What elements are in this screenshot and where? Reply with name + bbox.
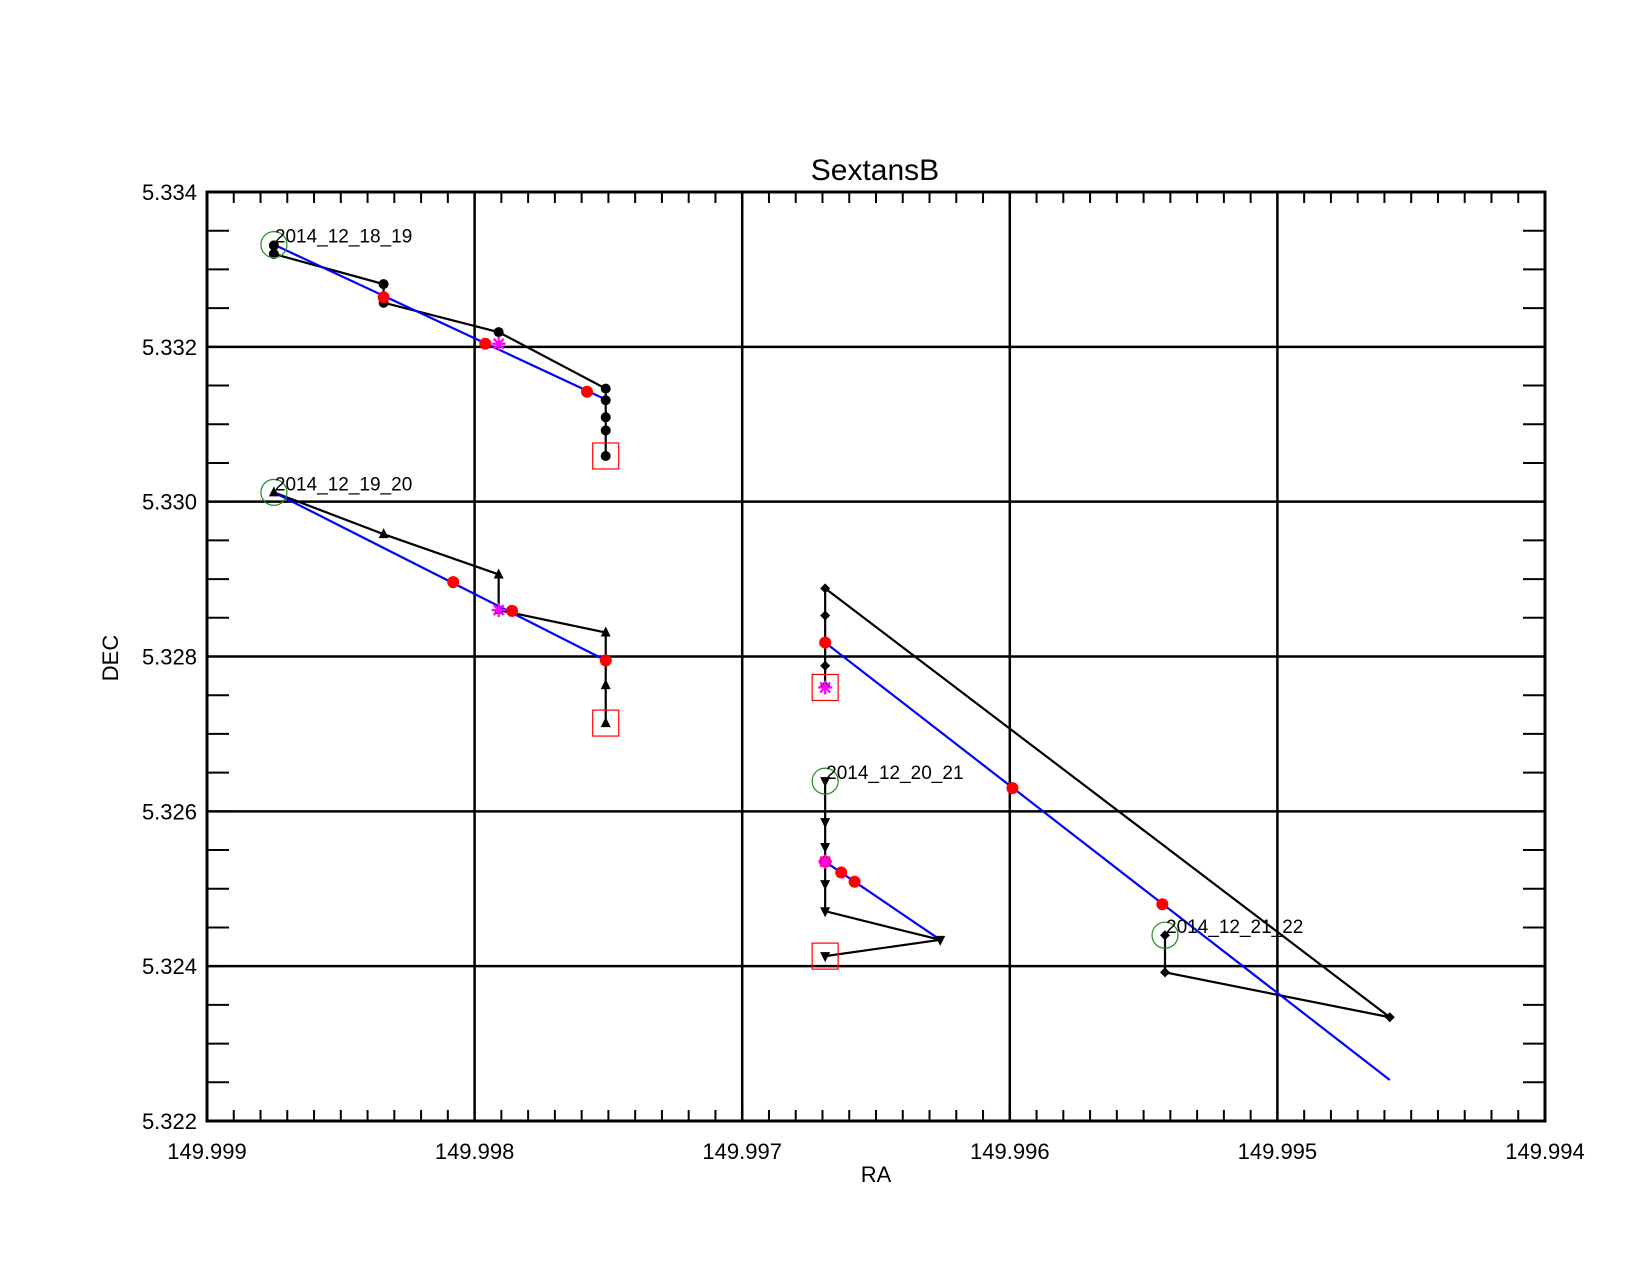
series-label: 2014_12_21_22 bbox=[1166, 917, 1303, 938]
series-layer: 2014_12_18_19 2014_12_19_20 2014_12_20_21 2… bbox=[260, 227, 1395, 1081]
y-tick-label: 5.326 bbox=[142, 799, 197, 824]
diamond-marker bbox=[1160, 930, 1171, 941]
mean-asterisk bbox=[491, 336, 506, 351]
track-line bbox=[272, 245, 607, 456]
axis-tick-labels: 149.999 149.998 149.997 149.996 149.995 149.9… bbox=[142, 180, 1585, 1164]
fit-line bbox=[273, 491, 607, 662]
x-tick-label: 149.998 bbox=[435, 1139, 515, 1164]
track-line bbox=[824, 586, 1391, 1019]
diamond-marker bbox=[1160, 967, 1171, 978]
diamond-marker bbox=[820, 610, 831, 621]
fit-point bbox=[819, 636, 832, 649]
triangle-down-marker bbox=[820, 777, 831, 788]
y-tick-label: 5.334 bbox=[142, 180, 197, 205]
fit-line bbox=[824, 641, 1391, 1081]
diamond-marker bbox=[1384, 1012, 1395, 1023]
fit-point bbox=[479, 337, 492, 350]
asterisk-stroke bbox=[492, 604, 505, 616]
triangle-up-marker bbox=[600, 626, 611, 637]
triangle-up-marker bbox=[268, 486, 279, 497]
fit-point bbox=[1156, 898, 1169, 911]
series-2014_12_20_21: 2014_12_20_21 bbox=[811, 763, 964, 970]
fit-point bbox=[447, 576, 460, 589]
y-tick-label: 5.328 bbox=[142, 645, 197, 670]
track-line bbox=[273, 491, 607, 724]
series-2014_12_18_19: 2014_12_18_19 bbox=[260, 227, 620, 470]
y-tick-label: 5.332 bbox=[142, 335, 197, 360]
series-2014_12_21_22: 2014_12_21_22 bbox=[811, 583, 1395, 1081]
grid-lines bbox=[207, 192, 1545, 1121]
fit-point bbox=[848, 875, 861, 888]
x-axis-label: RA bbox=[861, 1162, 892, 1187]
fit-point bbox=[580, 385, 593, 398]
diamond-marker bbox=[820, 660, 831, 671]
circle-marker bbox=[600, 412, 611, 423]
triangle-down-marker bbox=[820, 818, 831, 829]
start-circle bbox=[260, 231, 288, 259]
circle-marker bbox=[493, 327, 504, 338]
triangle-up-marker bbox=[378, 528, 389, 539]
mean-asterisk bbox=[491, 603, 506, 618]
end-box bbox=[811, 673, 839, 702]
circle-marker bbox=[600, 395, 611, 406]
mean-asterisk bbox=[818, 680, 833, 695]
x-tick-label: 149.995 bbox=[1238, 1139, 1318, 1164]
series-2014_12_19_20: 2014_12_19_20 bbox=[260, 474, 620, 737]
start-circle bbox=[811, 767, 839, 795]
triangle-down-marker bbox=[820, 907, 831, 918]
series-label: 2014_12_20_21 bbox=[826, 763, 963, 784]
mean-asterisk bbox=[818, 854, 833, 869]
axis-ticks bbox=[206, 191, 1546, 1122]
asterisk-stroke bbox=[819, 681, 831, 694]
y-tick-label: 5.322 bbox=[142, 1109, 197, 1134]
x-tick-label: 149.994 bbox=[1505, 1139, 1585, 1164]
start-circle bbox=[260, 478, 288, 506]
fit-point bbox=[835, 866, 848, 879]
triangle-down-marker bbox=[820, 842, 831, 853]
end-box bbox=[811, 942, 839, 970]
y-axis-label: DEC bbox=[98, 635, 123, 682]
fit-line bbox=[273, 243, 607, 401]
triangle-down-marker bbox=[935, 935, 946, 946]
series-label: 2014_12_18_19 bbox=[275, 227, 412, 248]
x-tick-label: 149.996 bbox=[970, 1139, 1050, 1164]
triangle-up-marker bbox=[600, 717, 611, 728]
chart-title: SextansB bbox=[811, 154, 939, 187]
diamond-marker bbox=[820, 583, 831, 594]
y-tick-label: 5.324 bbox=[142, 954, 197, 979]
asterisk-stroke bbox=[492, 337, 505, 350]
circle-marker bbox=[378, 279, 389, 290]
start-circle bbox=[1151, 921, 1179, 949]
circle-marker bbox=[268, 248, 279, 259]
triangle-down-marker bbox=[820, 880, 831, 891]
circle-marker bbox=[600, 383, 611, 394]
triangle-up-marker bbox=[600, 679, 611, 690]
x-tick-label: 149.997 bbox=[702, 1139, 782, 1164]
x-tick-label: 149.999 bbox=[167, 1139, 247, 1164]
series-label: 2014_12_19_20 bbox=[275, 474, 412, 495]
end-box bbox=[592, 442, 620, 470]
fit-point bbox=[599, 654, 612, 667]
triangle-down-marker bbox=[820, 952, 831, 963]
circle-marker bbox=[600, 425, 611, 436]
y-tick-label: 5.330 bbox=[142, 490, 197, 515]
asterisk-stroke bbox=[819, 855, 831, 868]
end-box bbox=[592, 709, 620, 737]
fit-point bbox=[377, 291, 390, 304]
fit-point bbox=[1006, 782, 1019, 795]
triangle-up-marker bbox=[493, 568, 504, 579]
circle-marker bbox=[268, 240, 279, 251]
fit-point bbox=[506, 604, 519, 617]
circle-marker bbox=[600, 450, 611, 461]
